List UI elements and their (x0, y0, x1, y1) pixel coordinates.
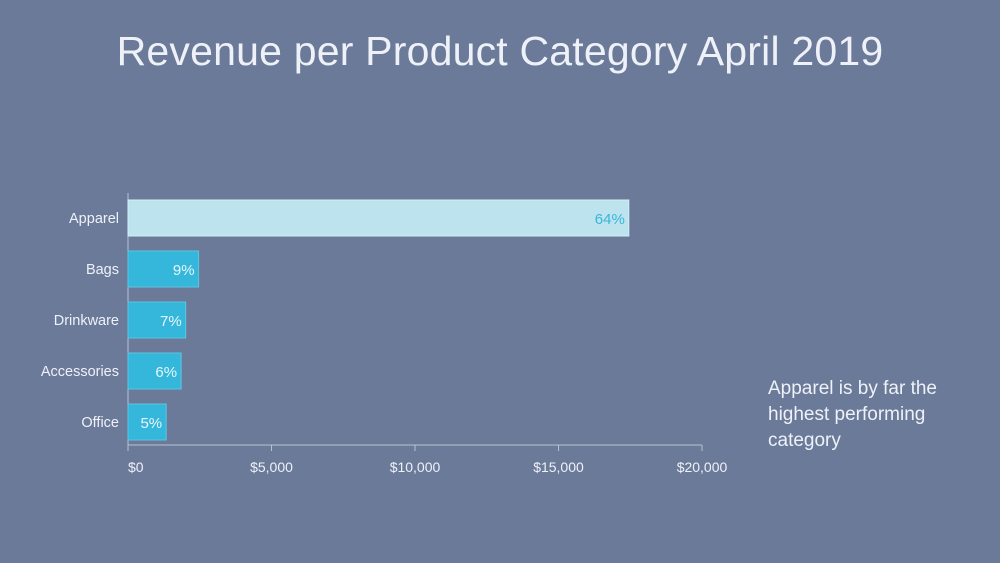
data-label: 6% (155, 364, 177, 381)
chart-title: Revenue per Product Category April 2019 (116, 28, 884, 74)
category-label: Accessories (41, 364, 119, 380)
bar-drinkware (127, 301, 187, 339)
bar-accessories (127, 352, 182, 390)
category-label: Bags (86, 262, 119, 278)
data-label: 7% (160, 313, 182, 330)
bar-bags (127, 250, 200, 288)
bar-office (127, 403, 167, 441)
x-tick-label: $0 (128, 459, 144, 475)
chart-annotation: Apparel is by far the highest performing… (768, 378, 937, 451)
category-label: Drinkware (54, 313, 119, 329)
bar-apparel (127, 199, 630, 237)
data-label: 9% (173, 262, 195, 279)
x-tick-label: $15,000 (533, 459, 584, 475)
x-tick-label: $5,000 (250, 459, 293, 475)
category-label: Office (81, 415, 119, 431)
data-label: 64% (595, 211, 625, 228)
category-label: Apparel (69, 211, 119, 227)
x-tick-label: $20,000 (677, 459, 728, 475)
x-tick-label: $10,000 (390, 459, 441, 475)
data-label: 5% (140, 415, 162, 432)
